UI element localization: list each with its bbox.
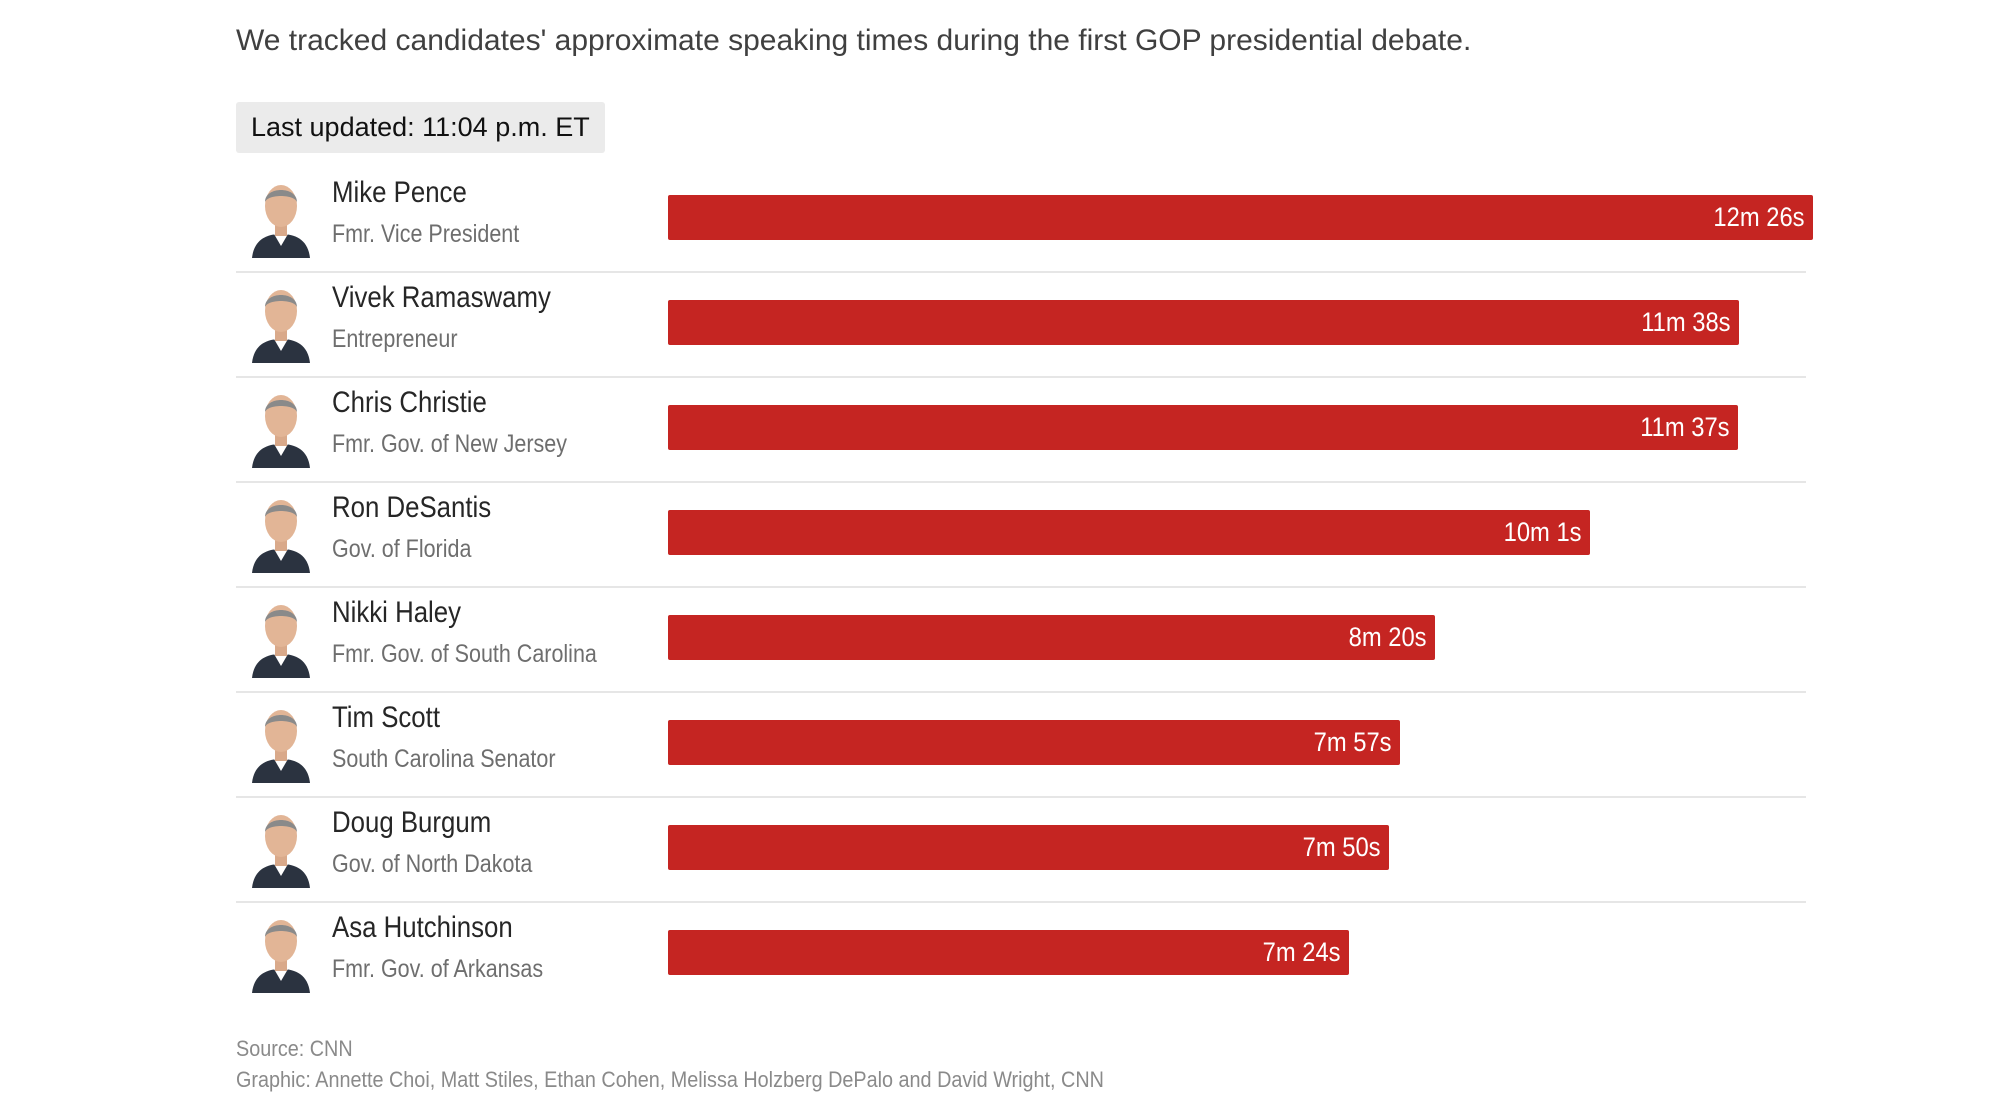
person-portrait-icon — [248, 174, 314, 258]
speaking-time-bar: 7m 24s — [668, 930, 1349, 975]
candidate-name: Mike Pence — [332, 176, 467, 209]
candidate-name: Asa Hutchinson — [332, 911, 513, 944]
credit-note: Graphic: Annette Choi, Matt Stiles, Etha… — [236, 1067, 1104, 1092]
candidate-title: Gov. of North Dakota — [332, 850, 533, 878]
person-portrait-icon — [248, 804, 314, 888]
person-portrait-icon — [248, 909, 314, 993]
candidate-name: Nikki Haley — [332, 596, 462, 629]
speaking-time-label: 11m 37s — [1640, 412, 1730, 442]
speaking-time-bar: 7m 57s — [668, 720, 1400, 765]
person-portrait-icon — [248, 594, 314, 678]
row-divider — [236, 691, 1806, 693]
candidate-row: Asa Hutchinson Fmr. Gov. of Arkansas 7m 24… — [236, 903, 1806, 1008]
candidate-row: Tim Scott South Carolina Senator 7m 57s — [236, 693, 1806, 798]
speaking-time-bar: 7m 50s — [668, 825, 1389, 870]
candidate-title: Entrepreneur — [332, 325, 458, 353]
speaking-time-label: 8m 20s — [1349, 622, 1427, 652]
candidate-name: Tim Scott — [332, 701, 440, 734]
row-divider — [236, 481, 1806, 483]
speaking-time-bar: 11m 37s — [668, 405, 1738, 450]
row-divider — [236, 901, 1806, 903]
speaking-time-label: 7m 50s — [1303, 832, 1381, 862]
candidate-title: Gov. of Florida — [332, 535, 472, 563]
speaking-time-bar: 10m 1s — [668, 510, 1590, 555]
candidate-title: Fmr. Gov. of New Jersey — [332, 430, 567, 458]
row-divider — [236, 586, 1806, 588]
candidate-name: Vivek Ramaswamy — [332, 281, 551, 314]
row-divider — [236, 376, 1806, 378]
candidate-title: Fmr. Gov. of South Carolina — [332, 640, 597, 668]
person-portrait-icon — [248, 489, 314, 573]
speaking-time-bar: 12m 26s — [668, 195, 1813, 240]
speaking-time-label: 11m 38s — [1641, 307, 1731, 337]
candidate-row: Nikki Haley Fmr. Gov. of South Carolina 8m… — [236, 588, 1806, 693]
candidate-row: Ron DeSantis Gov. of Florida 10m 1s — [236, 483, 1806, 588]
candidate-title: South Carolina Senator — [332, 745, 556, 773]
speaking-time-bar: 11m 38s — [668, 300, 1739, 345]
candidate-name: Doug Burgum — [332, 806, 492, 839]
speaking-time-label: 10m 1s — [1504, 517, 1582, 547]
row-divider — [236, 796, 1806, 798]
candidate-row: Doug Burgum Gov. of North Dakota 7m 50s — [236, 798, 1806, 903]
row-divider — [236, 271, 1806, 273]
candidate-row: Chris Christie Fmr. Gov. of New Jersey 11m… — [236, 378, 1806, 483]
candidate-row: Mike Pence Fmr. Vice President 12m 26s — [236, 168, 1813, 273]
candidate-title: Fmr. Gov. of Arkansas — [332, 955, 544, 983]
candidate-name: Ron DeSantis — [332, 491, 492, 524]
candidate-row: Vivek Ramaswamy Entrepreneur 11m 38s — [236, 273, 1806, 378]
speaking-time-label: 7m 57s — [1314, 727, 1392, 757]
speaking-time-label: 12m 26s — [1713, 202, 1805, 232]
person-portrait-icon — [248, 699, 314, 783]
candidate-name: Chris Christie — [332, 386, 487, 419]
last-updated-badge: Last updated: 11:04 p.m. ET — [236, 102, 605, 153]
speaking-time-label: 7m 24s — [1263, 937, 1341, 967]
person-portrait-icon — [248, 279, 314, 363]
source-note: Source: CNN — [236, 1036, 353, 1061]
candidate-title: Fmr. Vice President — [332, 220, 520, 248]
speaking-time-bar: 8m 20s — [668, 615, 1435, 660]
person-portrait-icon — [248, 384, 314, 468]
chart-subtitle: We tracked candidates' approximate speak… — [236, 24, 1472, 57]
